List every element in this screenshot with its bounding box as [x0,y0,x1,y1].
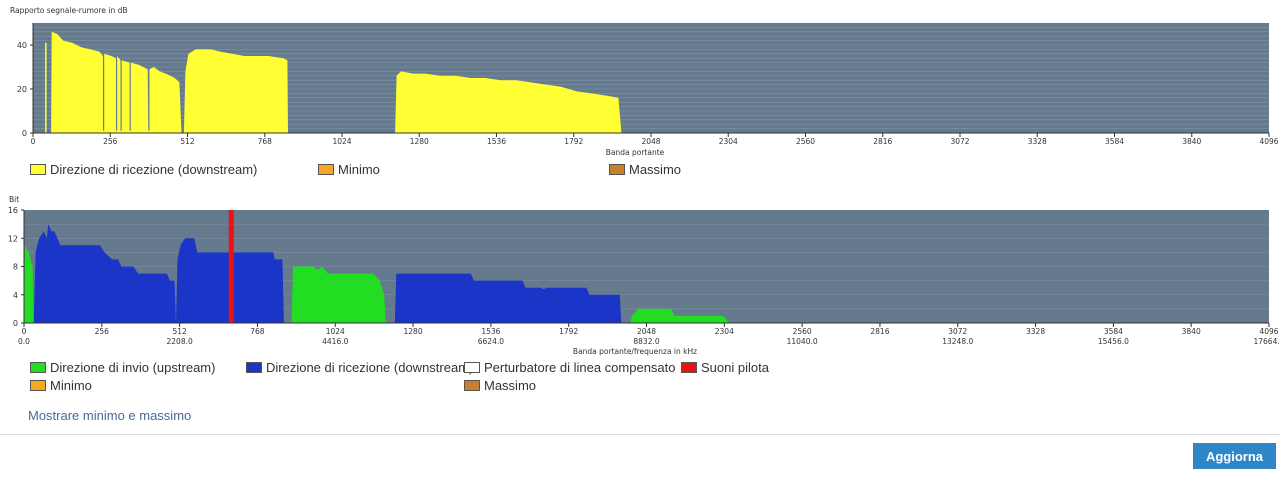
snr-legend-downstream-label: Direzione di ricezione (downstream) [50,162,258,177]
bit-legend-downstream[interactable]: Direzione di ricezione (downstream) [246,360,473,375]
snr-x-tick-label: 1792 [564,137,583,146]
bit-x-tick-label: 4096 [1259,327,1278,336]
bit-x-tick-label: 3840 [1182,327,1201,336]
bit-x-tick-label: 1280 [404,327,423,336]
show-min-max-link[interactable]: Mostrare minimo e massimo [28,408,192,423]
snr-x-tick-label: 2304 [719,137,738,146]
snr-chart-title: Rapporto segnale-rumore in dB [10,6,128,15]
snr-legend-minimum-label: Minimo [338,162,380,177]
bit-legend-upstream[interactable]: Direzione di invio (upstream) [30,360,215,375]
bit-series-1-area-0 [33,224,177,323]
bit-x-tick-khz-label: 13248.0 [942,337,973,346]
snr-x-tick-label: 3840 [1182,137,1201,146]
bit-series-0-area-2 [630,308,730,323]
bit-y-tick-label: 12 [8,234,18,243]
bit-legend-maximum[interactable]: Massimo [464,378,536,393]
snr-y-tick-label: 0 [22,129,27,138]
bit-legend-maximum-swatch [464,380,480,391]
bit-x-tick-khz-label: 2208.0 [167,337,193,346]
bit-x-tick-khz-label: 6624.0 [478,337,504,346]
bit-x-tick-khz-label: 15456.0 [1098,337,1129,346]
snr-x-tick-label: 768 [258,137,273,146]
bit-chart-title: Bit [9,195,19,204]
snr-series-0-area-0 [45,42,47,133]
bit-x-tick-khz-label: 17664.0 [1253,337,1280,346]
bit-legend-minimum-label: Minimo [50,378,92,393]
bit-x-tick-label: 3072 [948,327,967,336]
snr-x-tick-label: 3328 [1028,137,1047,146]
snr-x-tick-label: 0 [31,137,36,146]
bit-x-tick-label: 2560 [793,327,812,336]
snr-x-tick-label: 256 [103,137,118,146]
snr-x-tick-label: 4096 [1259,137,1278,146]
bit-y-tick-label: 8 [13,263,18,272]
snr-legend-downstream[interactable]: Direzione di ricezione (downstream) [30,162,257,177]
bit-pilot-tone-bar [228,210,234,323]
bit-legend-upstream-label: Direzione di invio (upstream) [50,360,216,375]
bit-x-tick-label: 512 [172,327,187,336]
bit-legend-crosstalk-swatch [464,362,480,373]
bit-legend-downstream-label: Direzione di ricezione (downstream) [266,360,474,375]
bit-legend-pilot-tones-label: Suoni pilota [701,360,769,375]
bit-legend-crosstalk[interactable]: Perturbatore di linea compensato [464,360,676,375]
bit-legend: Direzione di invio (upstream) Direzione … [0,360,1280,394]
bit-x-tick-label: 1024 [326,327,345,336]
bit-x-tick-khz-label: 4416.0 [322,337,348,346]
bit-legend-crosstalk-label: Perturbatore di linea compensato [484,360,676,375]
bit-series-0-area-0 [24,245,34,323]
snr-series-0-area-1 [51,31,182,133]
snr-x-tick-label: 1024 [332,137,351,146]
snr-x-tick-label: 1280 [410,137,429,146]
bit-x-tick-label: 2048 [637,327,656,336]
bit-y-tick-label: 4 [13,291,18,300]
bit-x-axis-label: Banda portante/frequenza in kHz [573,347,697,356]
snr-x-tick-label: 1536 [487,137,506,146]
footer-divider [0,434,1280,435]
bit-x-tick-khz-label: 8832.0 [633,337,659,346]
bit-legend-upstream-swatch [30,362,46,373]
bit-x-tick-label: 768 [250,327,265,336]
bit-x-tick-khz-label: 0.0 [18,337,30,346]
snr-legend-minimum-swatch [318,164,334,175]
snr-x-tick-label: 3584 [1105,137,1124,146]
snr-legend-minimum[interactable]: Minimo [318,162,380,177]
bit-x-tick-label: 256 [95,327,110,336]
bit-x-tick-label: 3584 [1104,327,1123,336]
bit-legend-minimum-swatch [30,380,46,391]
snr-y-tick-label: 20 [17,85,27,94]
bit-x-tick-label: 3328 [1026,327,1045,336]
snr-x-tick-label: 2560 [796,137,815,146]
bit-x-tick-label: 2816 [870,327,889,336]
snr-y-tick-label: 40 [17,41,27,50]
bit-legend-minimum[interactable]: Minimo [30,378,92,393]
snr-legend-maximum-swatch [609,164,625,175]
snr-legend-downstream-swatch [30,164,46,175]
snr-series-0-area-3 [395,71,622,133]
bit-x-tick-label: 2304 [715,327,734,336]
snr-x-tick-label: 2816 [873,137,892,146]
bit-x-tick-label: 1536 [481,327,500,336]
bit-legend-pilot-tones[interactable]: Suoni pilota [681,360,769,375]
snr-legend-maximum-label: Massimo [629,162,682,177]
bit-legend-maximum-label: Massimo [484,378,537,393]
snr-series-0-area-2 [183,49,288,133]
snr-legend-maximum[interactable]: Massimo [609,162,681,177]
bit-y-tick-label: 0 [13,319,18,328]
bit-chart: Bit 0 4 8 12 16 0 256 512 768 1024 1280 1536 1792 204… [8,195,1280,356]
bit-legend-pilot-tones-swatch [681,362,697,373]
refresh-button[interactable]: Aggiorna [1193,443,1276,469]
bit-legend-downstream-swatch [246,362,262,373]
bit-y-tick-label: 16 [8,206,18,215]
bit-x-tick-khz-label: 11040.0 [787,337,818,346]
snr-x-tick-label: 3072 [950,137,969,146]
snr-x-tick-label: 512 [180,137,195,146]
snr-x-tick-label: 2048 [641,137,660,146]
bit-series-1-area-2 [394,273,622,323]
snr-x-axis-label: Banda portante [606,148,665,157]
bit-x-tick-label: 1792 [559,327,578,336]
bit-series-0-area-1 [291,266,386,323]
snr-legend: Direzione di ricezione (downstream) Mini… [0,162,1280,180]
bit-x-tick-label: 0 [22,327,27,336]
snr-chart: Rapporto segnale-rumore in dB 0 20 40 0 256 5… [10,6,1279,157]
